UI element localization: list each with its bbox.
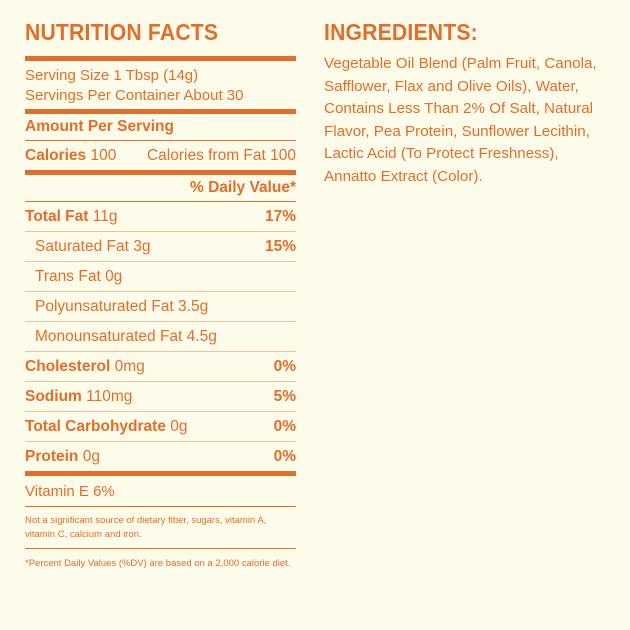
nutrient-label-cell: Total Fat 11g <box>25 208 117 226</box>
nutrient-name: Polyunsaturated Fat <box>35 297 174 315</box>
nutrient-row: Protein 0g 0% <box>25 442 296 471</box>
divider <box>25 548 296 549</box>
ingredients-panel: INGREDIENTS: Vegetable Oil Blend (Palm F… <box>324 16 614 189</box>
nutrient-row: Trans Fat 0g <box>25 262 296 291</box>
nutrient-row: Sodium 110mg 5% <box>25 382 296 411</box>
nutrient-row: Total Carbohydrate 0g 0% <box>25 412 296 441</box>
nutrient-label-cell: Total Carbohydrate 0g <box>25 418 188 436</box>
nutrient-daily-value: 0% <box>273 357 296 375</box>
nutrient-row: Polyunsaturated Fat 3.5g <box>25 292 296 321</box>
thick-divider <box>25 56 296 61</box>
nutrient-amount: 110mg <box>86 387 133 405</box>
nutrient-name: Cholesterol <box>25 357 111 375</box>
nutrient-daily-value: 0% <box>273 417 296 435</box>
nutrition-facts-title: NUTRITION FACTS <box>25 19 219 45</box>
row-divider <box>25 291 296 292</box>
ingredients-text: Vegetable Oil Blend (Palm Fruit, Canola,… <box>324 55 597 185</box>
daily-value-footnote: *Percent Daily Values (%DV) are based on… <box>25 558 291 569</box>
divider <box>25 506 296 507</box>
nutrient-daily-value: 17% <box>264 207 296 225</box>
row-divider <box>25 411 296 412</box>
daily-value-header: % Daily Value* <box>190 179 296 196</box>
nutrient-name: Total Fat <box>25 207 89 225</box>
nutrient-row: Cholesterol 0mg 0% <box>25 352 296 381</box>
serving-size: Serving Size 1 Tbsp (14g) <box>25 67 199 84</box>
nutrient-amount: 0mg <box>114 357 145 375</box>
nutrient-row: Total Fat 11g 17% <box>25 202 296 231</box>
nutrient-label-cell: Polyunsaturated Fat 3.5g <box>35 298 208 316</box>
nutrient-amount: 11g <box>92 207 118 225</box>
nutrient-amount: 3g <box>133 237 151 255</box>
nutrient-label-cell: Cholesterol 0mg <box>25 358 145 376</box>
nutrient-label-cell: Saturated Fat 3g <box>35 238 150 256</box>
row-divider <box>25 321 296 322</box>
calories-label: Calories <box>25 146 87 164</box>
nutrient-note: Not a significant source of dietary fibe… <box>25 515 267 540</box>
nutrient-name: Trans Fat <box>35 267 101 285</box>
ingredients-title: INGREDIENTS: <box>324 19 478 45</box>
thick-divider <box>25 471 296 476</box>
row-divider <box>25 231 296 232</box>
nutrient-amount: 4.5g <box>186 327 217 345</box>
row-divider <box>25 441 296 442</box>
nutrition-facts-panel: NUTRITION FACTS Serving Size 1 Tbsp (14g… <box>25 16 296 571</box>
row-divider <box>25 261 296 262</box>
nutrient-name: Protein <box>25 447 79 465</box>
amount-per-serving: Amount Per Serving <box>25 118 174 135</box>
nutrient-label-cell: Trans Fat 0g <box>35 268 122 286</box>
row-divider <box>25 381 296 382</box>
servings-per-container: Servings Per Container About 30 <box>25 87 244 104</box>
nutrient-amount: 0g <box>170 417 188 435</box>
thick-divider <box>25 109 296 114</box>
nutrient-amount: 0g <box>82 447 100 465</box>
nutrient-label-cell: Protein 0g <box>25 448 100 466</box>
row-divider <box>25 351 296 352</box>
vitamin-e: Vitamin E 6% <box>25 482 115 500</box>
thick-divider <box>25 170 296 175</box>
nutrient-amount: 3.5g <box>178 297 209 315</box>
nutrient-row: Saturated Fat 3g 15% <box>25 232 296 261</box>
nutrient-row: Monounsaturated Fat 4.5g <box>25 322 296 351</box>
calories-value: 100 <box>90 146 117 164</box>
nutrient-name: Monounsaturated Fat <box>35 327 183 345</box>
serving-info: Serving Size 1 Tbsp (14g) Servings Per C… <box>25 61 296 109</box>
nutrient-name: Sodium <box>25 387 82 405</box>
divider <box>25 201 296 202</box>
nutrient-label-cell: Monounsaturated Fat 4.5g <box>35 328 217 346</box>
calories-row: Calories 100 Calories from Fat 100 <box>25 141 296 170</box>
nutrient-name: Saturated Fat <box>35 237 129 255</box>
nutrient-daily-value: 5% <box>273 387 296 405</box>
divider <box>25 140 296 141</box>
nutrient-name: Total Carbohydrate <box>25 417 166 435</box>
nutrient-daily-value: 0% <box>273 447 296 465</box>
nutrient-amount: 0g <box>105 267 123 285</box>
nutrient-label-cell: Sodium 110mg <box>25 388 132 406</box>
calories-cell: Calories 100 <box>25 147 116 165</box>
nutrient-list: Total Fat 11g 17% Saturated Fat 3g 15% Trans… <box>25 202 296 471</box>
nutrient-daily-value: 15% <box>264 237 296 255</box>
calories-from-fat: Calories from Fat 100 <box>146 146 296 164</box>
